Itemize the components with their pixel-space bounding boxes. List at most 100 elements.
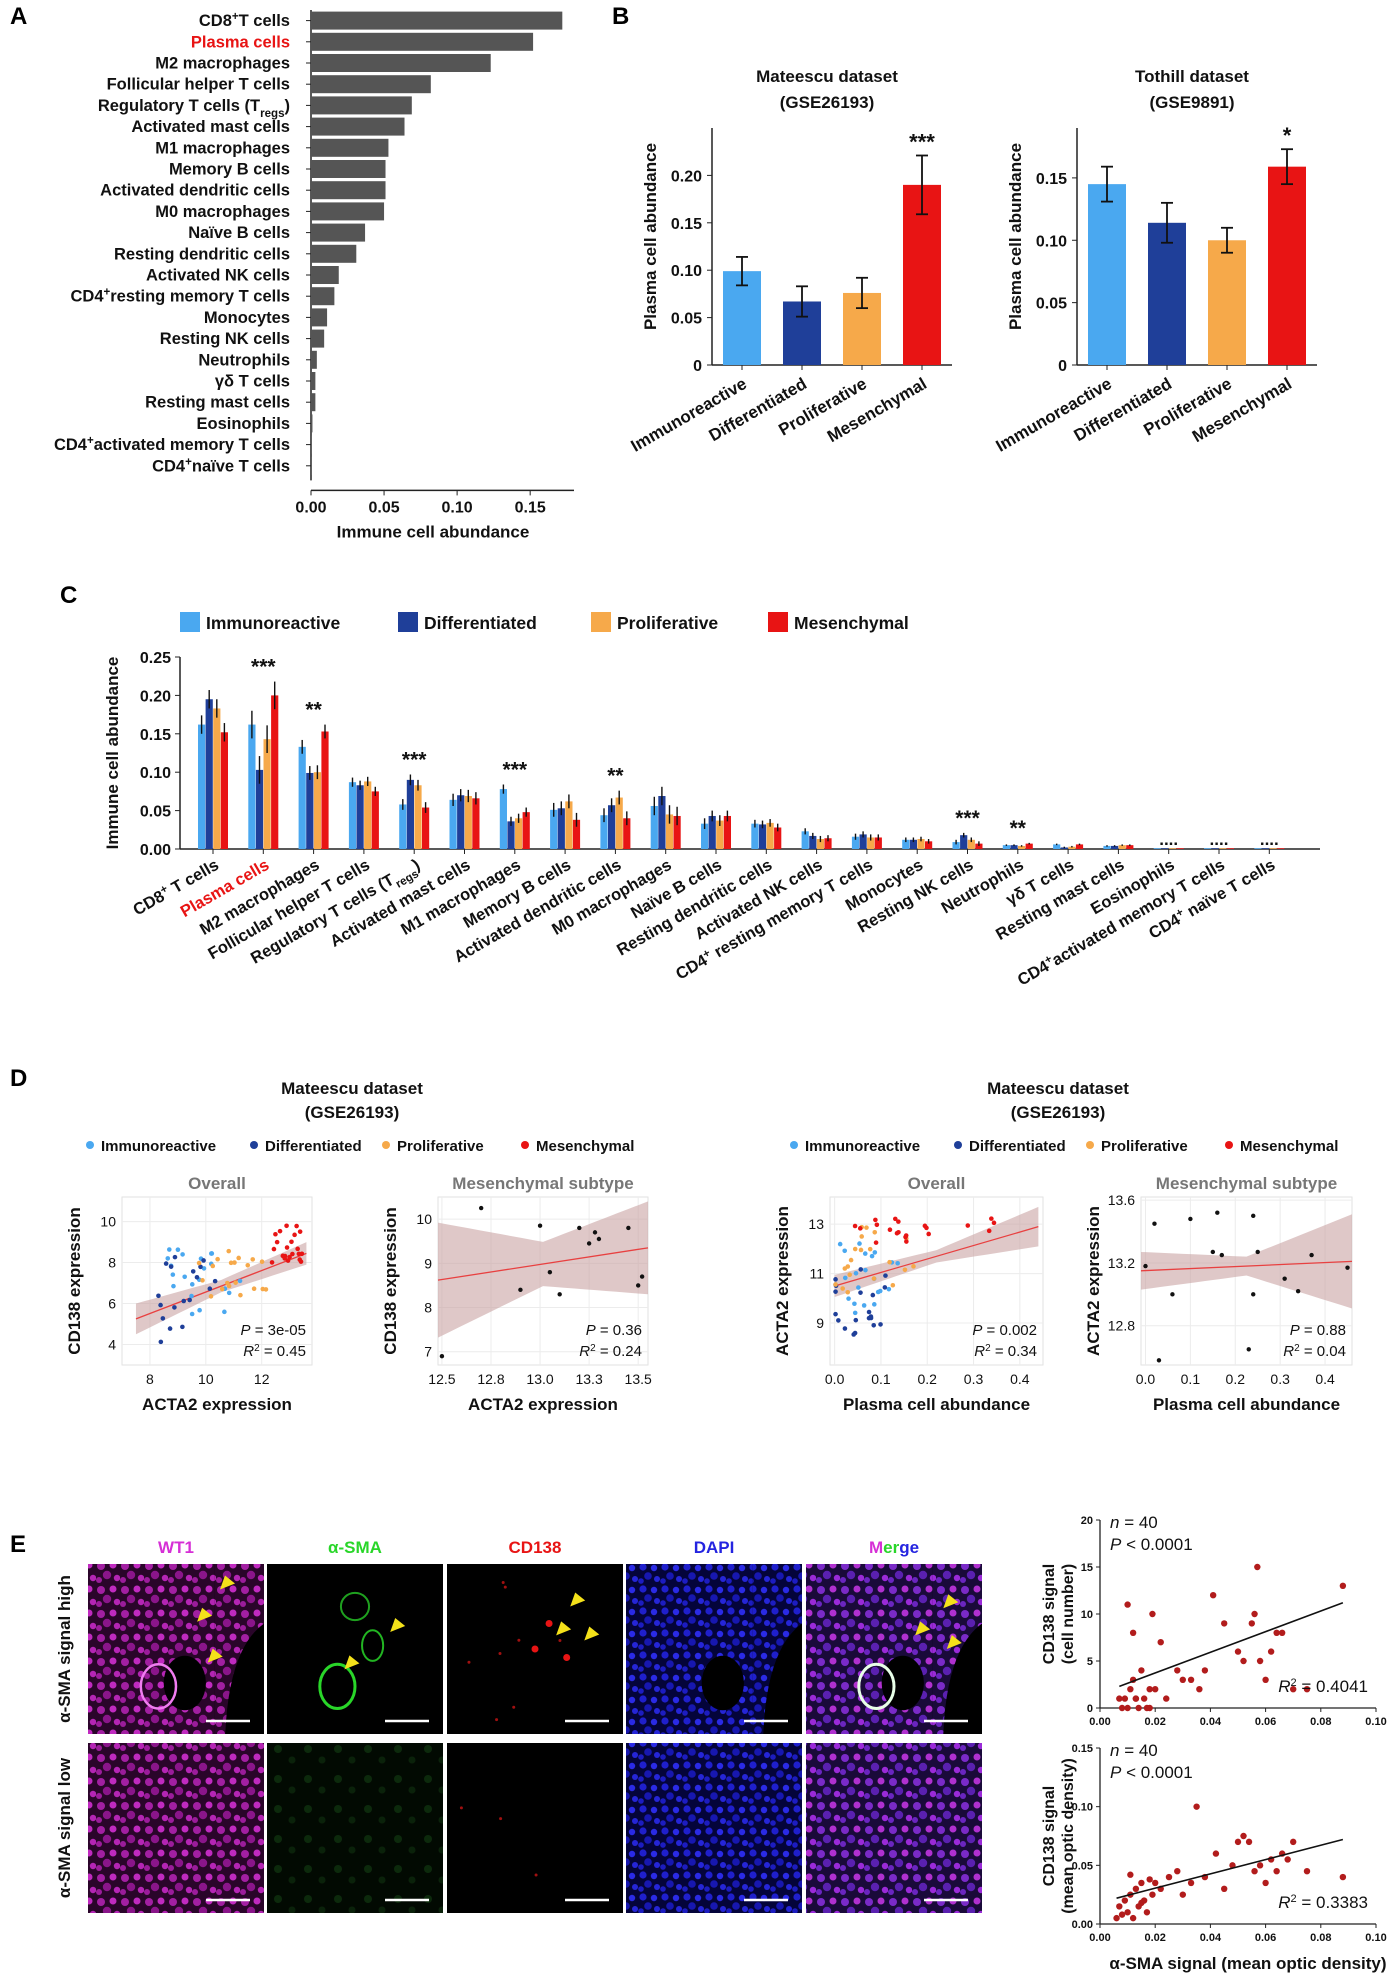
panel-a-category-label: CD4+activated memory T cells: [54, 435, 290, 454]
d3-point: [858, 1267, 864, 1272]
panel-c-bar: [572, 819, 581, 849]
panel-c-bar: [321, 731, 329, 849]
cd138-spot: [534, 1873, 538, 1877]
panel-c-bar: [1176, 848, 1184, 849]
d3-point: [890, 1282, 896, 1288]
d1-point: [175, 1247, 181, 1252]
panel-c-legend-label: Proliferative: [617, 613, 718, 633]
panel-a-bar: [311, 414, 313, 433]
panel-b-ylabel: Plasma cell abundance: [1006, 143, 1025, 330]
d3-point: [845, 1289, 851, 1295]
panel-c-significance: ***: [251, 656, 276, 679]
e-point: [1273, 1629, 1280, 1637]
d1-point: [219, 1286, 225, 1292]
d1-point: [194, 1274, 200, 1280]
d2-point: [639, 1274, 645, 1279]
stat-r2-d2: R2 = 0.24: [579, 1343, 642, 1361]
panel-a-category-label: Activated NK cells: [146, 267, 290, 285]
e-ytick-label: 10: [1081, 1609, 1093, 1621]
panel-c-bar: [1226, 848, 1234, 849]
panel-c-bar: [1168, 848, 1177, 849]
d3-point: [842, 1275, 848, 1281]
stat-r2-d3: R2 = 0.34: [974, 1343, 1037, 1361]
d4-point: [1188, 1216, 1193, 1222]
e-xtick-label: 0.04: [1200, 1932, 1222, 1944]
panel-c-legend-swatch: [591, 612, 611, 632]
panel-c-significance: ***: [402, 749, 427, 772]
panel-a-bar: [311, 160, 386, 178]
d3-point: [836, 1318, 841, 1323]
panel-a-bar: [311, 266, 339, 284]
panel-label-e: E: [10, 1531, 26, 1558]
e-xtick-label: 0.06: [1255, 1932, 1276, 1944]
panel-c-bar: [271, 695, 279, 849]
d1-point: [201, 1258, 206, 1263]
d1-point: [168, 1264, 174, 1269]
panel-e-channel-title: WT1: [158, 1538, 194, 1557]
panel-c-significance: ....: [1260, 830, 1279, 849]
panel-c-ytick-label: 0.05: [140, 804, 171, 821]
d1-point: [284, 1223, 289, 1229]
panel-c-bar: [348, 782, 357, 849]
d1-point: [198, 1264, 203, 1270]
panel-a-bar: [311, 11, 563, 30]
d4-point: [1345, 1265, 1350, 1270]
e-point: [1124, 1704, 1131, 1712]
d3-point: [853, 1270, 859, 1276]
panel-c-significance: **: [305, 699, 322, 722]
d1-point: [170, 1272, 176, 1277]
panel-a-category-label: Memory B cells: [169, 161, 290, 179]
e-point: [1129, 1914, 1137, 1922]
e-point: [1179, 1891, 1187, 1898]
panel-c-bar: [723, 815, 731, 849]
ytick-label-d3: 13: [808, 1216, 824, 1232]
panel-c-bar: [701, 823, 709, 849]
panel-a-bar: [311, 75, 431, 94]
ytick-label-d2: 7: [424, 1344, 432, 1360]
panel-c-bar: [298, 746, 306, 849]
panel-a-bar: [311, 32, 534, 51]
arrowhead-marker: [197, 1607, 213, 1622]
panel-label-b: B: [612, 3, 629, 30]
panel-c-legend-swatch: [768, 612, 788, 632]
panel-e-channel-title: Merge: [869, 1538, 919, 1557]
e-point: [1303, 1686, 1311, 1693]
panel-d-legend-label: Mesenchymal: [1240, 1138, 1338, 1155]
panel-a-bar: [311, 287, 335, 306]
stat-p-d4: P = 0.88: [1290, 1322, 1346, 1339]
e-point: [1124, 1909, 1131, 1916]
d1-point: [245, 1262, 251, 1268]
e-ytick-label: 15: [1081, 1562, 1093, 1574]
d1-point: [250, 1257, 256, 1262]
panel-c-bar: [658, 796, 666, 849]
panel-c-bar: [220, 732, 228, 849]
panel-c-bar: [809, 835, 817, 849]
panel-a-category-label: Resting mast cells: [145, 394, 290, 412]
panel-c-bar: [801, 831, 809, 849]
stat-p-d3: P = 0.002: [972, 1322, 1037, 1339]
panel-d-legend-dot: [954, 1141, 962, 1149]
panel-c-bar: [449, 799, 457, 849]
d3-point: [902, 1267, 908, 1273]
asma-vessel: [361, 1629, 385, 1662]
d2-point: [586, 1241, 592, 1246]
panel-c-legend-label: Differentiated: [424, 613, 537, 633]
panel-c-bar: [464, 796, 472, 849]
e-stat-n: n = 40: [1110, 1513, 1158, 1532]
panel-a-xtick-label: 0.15: [515, 499, 546, 516]
panel-e-channel-title: DAPI: [694, 1538, 735, 1557]
e-ylabel-line: (mean optic density): [1060, 1758, 1077, 1914]
d3-point: [877, 1288, 883, 1294]
e-point: [1251, 1868, 1258, 1875]
panel-b-ytick-label: 0.15: [1036, 171, 1067, 188]
xlabel-d2: ACTA2 expression: [468, 1395, 618, 1414]
d1-point: [269, 1260, 275, 1265]
panel-b-ytick-label: 0.20: [671, 168, 702, 185]
panel-c-bar: [774, 827, 782, 849]
panel-c-bar: [1219, 848, 1227, 849]
d1-point: [172, 1254, 178, 1260]
panel-a-chart: CD8+T cells Plasma cells M2 macrophages Fol…: [54, 10, 574, 541]
e-point: [1254, 1563, 1261, 1571]
panel-c-ylabel: Immune cell abundance: [103, 657, 122, 850]
cd138-spot: [467, 1660, 471, 1664]
